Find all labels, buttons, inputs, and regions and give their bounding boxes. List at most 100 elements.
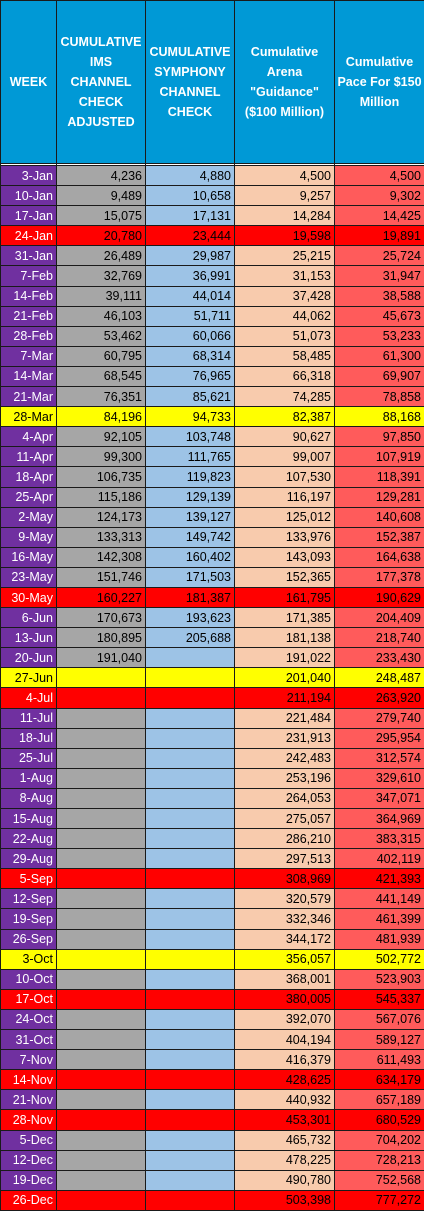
week-cell: 1-Aug	[1, 768, 57, 788]
week-cell: 28-Nov	[1, 1110, 57, 1130]
pace-cell: 88,168	[335, 407, 424, 427]
guidance-cell: 44,062	[235, 306, 335, 326]
pace-cell: 53,233	[335, 326, 424, 346]
symphony-cell: 205,688	[146, 628, 235, 648]
guidance-cell: 82,387	[235, 407, 335, 427]
symphony-cell	[146, 1150, 235, 1170]
symphony-cell: 129,139	[146, 487, 235, 507]
symphony-cell: 10,658	[146, 186, 235, 206]
week-cell: 14-Feb	[1, 286, 57, 306]
ims-cell	[57, 889, 146, 909]
symphony-cell: 181,387	[146, 587, 235, 607]
ims-cell: 180,895	[57, 628, 146, 648]
week-cell: 4-Apr	[1, 427, 57, 447]
symphony-cell	[146, 849, 235, 869]
symphony-cell: 68,314	[146, 346, 235, 366]
ims-cell	[57, 1009, 146, 1029]
ims-cell	[57, 869, 146, 889]
week-cell: 14-Nov	[1, 1070, 57, 1090]
ims-cell: 20,780	[57, 226, 146, 246]
symphony-cell: 103,748	[146, 427, 235, 447]
guidance-cell: 90,627	[235, 427, 335, 447]
week-cell: 2-May	[1, 507, 57, 527]
symphony-cell	[146, 708, 235, 728]
pace-cell: 152,387	[335, 527, 424, 547]
guidance-cell: 143,093	[235, 547, 335, 567]
week-cell: 27-Jun	[1, 668, 57, 688]
ims-cell	[57, 1070, 146, 1090]
week-cell: 14-Mar	[1, 366, 57, 386]
week-cell: 10-Jan	[1, 186, 57, 206]
ims-cell: 106,735	[57, 467, 146, 487]
pace-cell: 329,610	[335, 768, 424, 788]
week-cell: 17-Jan	[1, 206, 57, 226]
guidance-cell: 490,780	[235, 1170, 335, 1190]
week-cell: 10-Oct	[1, 969, 57, 989]
header-row: WEEK CUMULATIVE IMS CHANNEL CHECK ADJUST…	[1, 1, 424, 164]
symphony-cell	[146, 1050, 235, 1070]
ims-cell: 84,196	[57, 407, 146, 427]
symphony-cell	[146, 1130, 235, 1150]
guidance-cell: 286,210	[235, 829, 335, 849]
pace-cell: 218,740	[335, 628, 424, 648]
week-cell: 19-Dec	[1, 1170, 57, 1190]
guidance-cell: 404,194	[235, 1030, 335, 1050]
pace-cell: 14,425	[335, 206, 424, 226]
week-cell: 21-Mar	[1, 387, 57, 407]
ims-cell	[57, 909, 146, 929]
pace-cell: 4,500	[335, 166, 424, 186]
guidance-cell: 4,500	[235, 166, 335, 186]
symphony-cell: 76,965	[146, 366, 235, 386]
symphony-cell	[146, 1070, 235, 1090]
symphony-cell	[146, 1030, 235, 1050]
pace-cell: 233,430	[335, 648, 424, 668]
pace-cell: 45,673	[335, 306, 424, 326]
ims-cell	[57, 768, 146, 788]
pace-cell: 177,378	[335, 567, 424, 587]
ims-cell	[57, 1110, 146, 1130]
pace-cell: 295,954	[335, 728, 424, 748]
symphony-cell	[146, 1009, 235, 1029]
guidance-cell: 428,625	[235, 1070, 335, 1090]
symphony-cell: 4,880	[146, 166, 235, 186]
pace-cell: 312,574	[335, 748, 424, 768]
symphony-cell: 94,733	[146, 407, 235, 427]
pace-cell: 9,302	[335, 186, 424, 206]
symphony-cell: 160,402	[146, 547, 235, 567]
guidance-cell: 380,005	[235, 989, 335, 1009]
pace-cell: 680,529	[335, 1110, 424, 1130]
ims-cell: 124,173	[57, 507, 146, 527]
ims-cell: 99,300	[57, 447, 146, 467]
ims-cell	[57, 668, 146, 688]
week-cell: 13-Jun	[1, 628, 57, 648]
pace-cell: 97,850	[335, 427, 424, 447]
pace-cell: 364,969	[335, 809, 424, 829]
pace-cell: 248,487	[335, 668, 424, 688]
ims-cell	[57, 708, 146, 728]
symphony-cell: 111,765	[146, 447, 235, 467]
pace-cell: 129,281	[335, 487, 424, 507]
header-symphony: CUMULATIVE SYMPHONY CHANNEL CHECK	[146, 1, 235, 164]
week-cell: 26-Dec	[1, 1190, 57, 1210]
week-cell: 18-Apr	[1, 467, 57, 487]
ims-cell: 92,105	[57, 427, 146, 447]
